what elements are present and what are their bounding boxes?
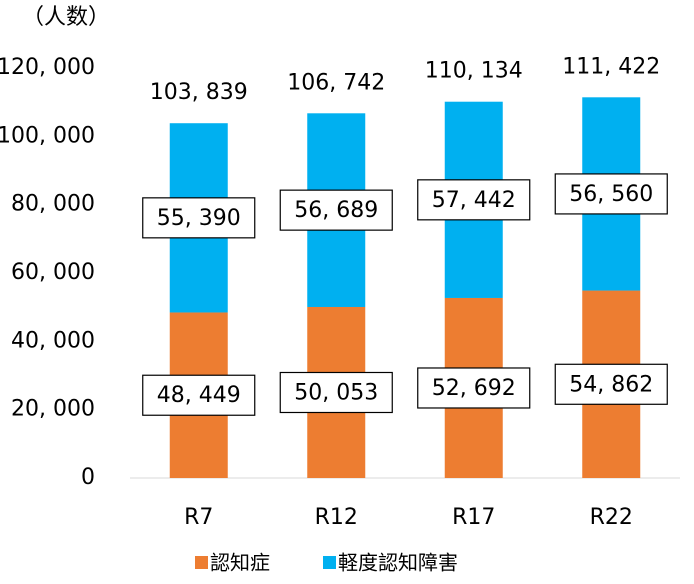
y-tick-label: 0	[81, 465, 95, 490]
y-tick-label: 20, 000	[11, 397, 95, 422]
label-box	[142, 374, 256, 416]
data-label: 55, 390	[157, 206, 241, 231]
data-label: 52, 692	[432, 376, 516, 401]
total-label: 106, 742	[287, 70, 385, 95]
y-tick-label: 120, 000	[0, 55, 95, 80]
legend-label: 軽度認知障害	[338, 551, 458, 575]
data-label: 56, 560	[569, 182, 653, 207]
x-tick-label: R12	[315, 505, 358, 530]
data-label: 50, 053	[294, 380, 378, 405]
label-box	[554, 363, 668, 405]
legend-swatch	[323, 556, 336, 569]
y-tick-label: 40, 000	[11, 328, 95, 353]
data-label: 56, 689	[294, 198, 378, 223]
label-box	[417, 179, 531, 221]
label-box	[279, 189, 393, 231]
data-label: 48, 449	[157, 383, 241, 408]
label-box	[142, 197, 256, 239]
data-label: 54, 862	[569, 372, 653, 397]
y-tick-label: 60, 000	[11, 260, 95, 285]
total-label: 110, 134	[425, 59, 523, 84]
total-label: 103, 839	[150, 80, 248, 105]
label-box	[417, 367, 531, 409]
x-tick-label: R22	[590, 505, 633, 530]
x-tick-label: R17	[452, 505, 495, 530]
total-label: 111, 422	[562, 54, 660, 79]
label-box	[554, 173, 668, 215]
y-axis-label: （人数）	[22, 5, 110, 30]
legend-label: 認知症	[210, 551, 270, 575]
data-label: 57, 442	[432, 188, 516, 213]
y-tick-label: 80, 000	[11, 192, 95, 217]
label-box	[279, 371, 393, 414]
y-tick-label: 100, 000	[0, 123, 95, 148]
x-tick-label: R7	[184, 505, 213, 530]
legend-swatch	[195, 556, 208, 569]
